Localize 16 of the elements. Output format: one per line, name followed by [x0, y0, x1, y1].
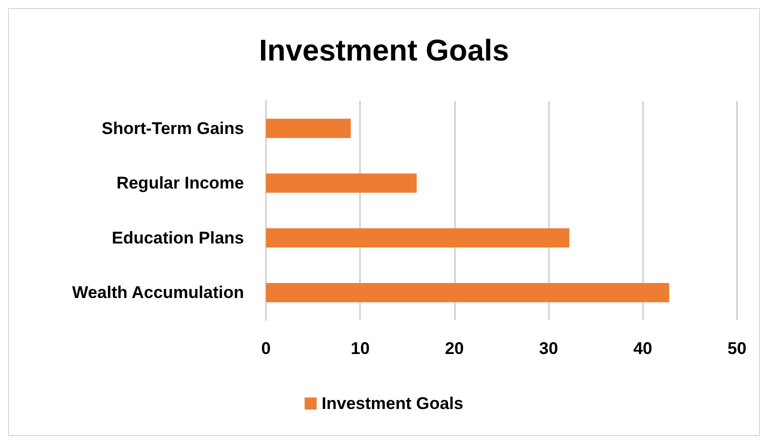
bar — [266, 228, 570, 248]
y-tick-label: Regular Income — [116, 174, 244, 193]
x-tick-label: 40 — [633, 339, 652, 358]
bar — [266, 283, 670, 302]
x-tick-label: 50 — [728, 339, 746, 358]
x-tick-label: 20 — [444, 339, 464, 358]
x-tick-label: 30 — [539, 339, 558, 358]
x-tick-label: 10 — [350, 339, 370, 358]
legend-label: Investment Goals — [322, 394, 464, 413]
y-tick-label: Wealth Accumulation — [72, 283, 244, 302]
bar — [266, 118, 351, 138]
x-tick-label: 0 — [261, 339, 271, 358]
y-tick-label: Education Plans — [112, 228, 244, 248]
chart-title: Investment Goals — [258, 34, 510, 68]
bar — [266, 174, 417, 193]
y-tick-label: Short-Term Gains — [102, 118, 244, 138]
